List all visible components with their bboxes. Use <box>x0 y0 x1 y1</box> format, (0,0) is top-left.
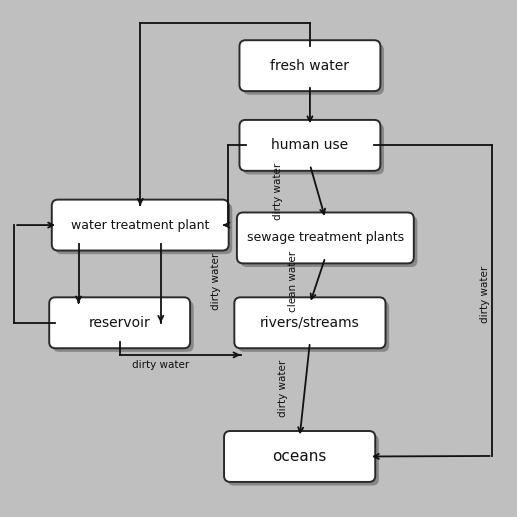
FancyBboxPatch shape <box>224 431 375 482</box>
Text: water treatment plant: water treatment plant <box>71 219 209 232</box>
Text: human use: human use <box>271 139 348 153</box>
FancyBboxPatch shape <box>227 435 379 485</box>
FancyBboxPatch shape <box>49 297 190 348</box>
FancyBboxPatch shape <box>243 44 384 95</box>
FancyBboxPatch shape <box>234 297 386 348</box>
Text: fresh water: fresh water <box>270 58 349 73</box>
Text: oceans: oceans <box>272 449 327 464</box>
FancyBboxPatch shape <box>240 216 417 267</box>
FancyBboxPatch shape <box>237 212 414 263</box>
FancyBboxPatch shape <box>55 203 232 254</box>
FancyBboxPatch shape <box>238 301 389 352</box>
Text: rivers/streams: rivers/streams <box>260 316 360 330</box>
FancyBboxPatch shape <box>239 120 381 171</box>
Text: dirty water: dirty water <box>132 360 189 371</box>
Text: dirty water: dirty water <box>278 360 288 417</box>
Text: sewage treatment plants: sewage treatment plants <box>247 232 404 245</box>
FancyBboxPatch shape <box>52 200 229 251</box>
FancyBboxPatch shape <box>53 301 194 352</box>
Text: clean water: clean water <box>288 251 298 312</box>
Text: dirty water: dirty water <box>211 253 221 310</box>
FancyBboxPatch shape <box>239 40 381 91</box>
FancyBboxPatch shape <box>243 124 384 174</box>
Text: dirty water: dirty water <box>480 266 490 323</box>
Text: reservoir: reservoir <box>89 316 150 330</box>
Text: dirty water: dirty water <box>273 163 283 220</box>
